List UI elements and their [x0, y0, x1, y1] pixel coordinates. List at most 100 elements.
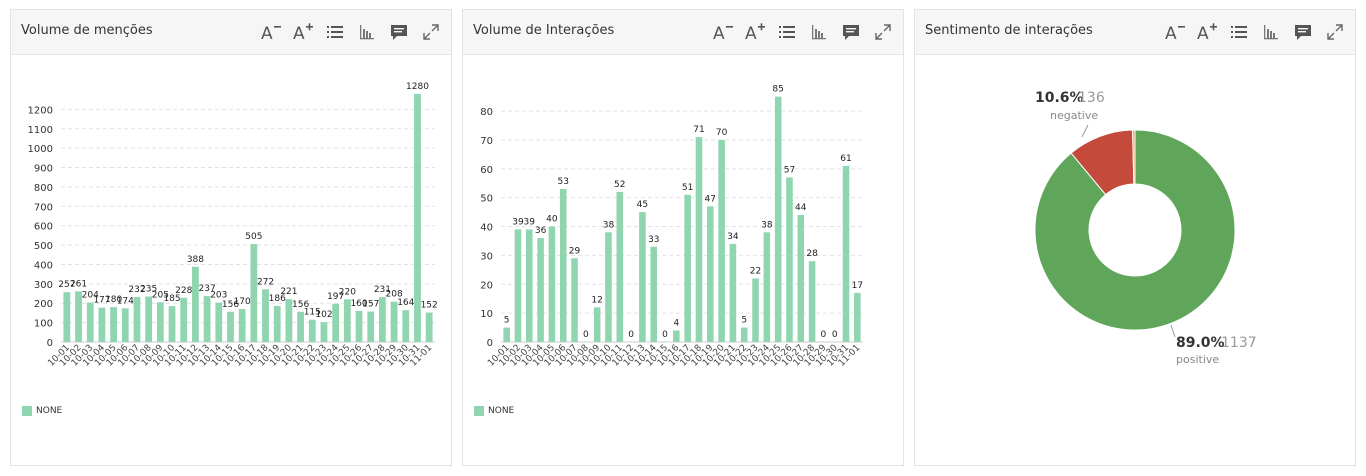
- bar: [110, 307, 117, 342]
- data-label: 221: [280, 287, 297, 297]
- comment-icon: [391, 25, 407, 40]
- bar-chart-icon: [1264, 25, 1278, 40]
- comment-button[interactable]: [387, 20, 411, 44]
- bar-chart-button[interactable]: [1259, 20, 1283, 44]
- bar: [297, 311, 304, 342]
- data-label: 0: [832, 330, 838, 340]
- expand-button[interactable]: [419, 20, 443, 44]
- chart-area: 89.0% 1137 positive 10.6% 136 negative: [915, 55, 1355, 465]
- bar-chart-button[interactable]: [355, 20, 379, 44]
- comment-button[interactable]: [1291, 20, 1315, 44]
- font-increase-button[interactable]: A: [291, 20, 315, 44]
- data-label: 0: [662, 330, 668, 340]
- y-tick-label: 1000: [28, 144, 53, 155]
- bar: [514, 229, 522, 342]
- bar: [320, 322, 328, 342]
- bar: [425, 312, 433, 342]
- bar: [763, 232, 771, 342]
- chart-area: 0 10 20 30 40 50 60 70 80 5 39 39 36 40 53 29 0 12 38 52 0 45…: [463, 55, 903, 465]
- bar: [227, 311, 234, 342]
- data-label: 388: [187, 255, 204, 265]
- data-label: 204: [82, 290, 99, 300]
- chart-legend[interactable]: NONE: [22, 406, 62, 416]
- y-tick-label: 200: [34, 299, 53, 310]
- data-labels: 2572612041771801742322352051852283882372…: [58, 82, 438, 320]
- y-tick-label: 30: [480, 251, 493, 262]
- y-tick-label: 700: [34, 202, 53, 213]
- svg-text:A: A: [261, 24, 273, 44]
- bar: [650, 246, 657, 342]
- bar: [639, 212, 646, 342]
- bar: [133, 297, 141, 342]
- data-label: 52: [614, 180, 625, 190]
- mentions-bar-chart: 0 100 200 300 400 500 600 700 800 900 1000 1100 1200…: [28, 82, 438, 369]
- data-labels: 539 3936405329012385204533045171477034522…: [504, 85, 863, 340]
- bar-chart-icon: [812, 25, 826, 40]
- bar: [503, 327, 510, 342]
- slice-label-positive-percent: 89.0%: [1176, 335, 1225, 351]
- chart-legend[interactable]: NONE: [474, 406, 514, 416]
- panel-title: Volume de menções: [21, 23, 153, 38]
- bar: [168, 306, 176, 342]
- list-button[interactable]: [1227, 20, 1251, 44]
- expand-button[interactable]: [871, 20, 895, 44]
- slice-label-negative-count: 136: [1078, 90, 1105, 106]
- data-label: 40: [546, 215, 558, 225]
- data-label: 1280: [406, 82, 429, 92]
- bar: [616, 191, 624, 342]
- font-increase-button[interactable]: A: [743, 20, 767, 44]
- data-label: 47: [705, 194, 716, 204]
- font-increase-icon: A: [745, 23, 765, 44]
- slice-label-positive-count: 1137: [1221, 335, 1257, 351]
- y-tick-label: 10: [480, 309, 493, 320]
- data-label: 197: [327, 292, 344, 302]
- svg-text:A: A: [745, 24, 757, 44]
- bar: [684, 194, 691, 342]
- slice-positive: [1034, 129, 1236, 331]
- data-label: 29: [569, 246, 581, 256]
- bar: [605, 232, 612, 342]
- data-label: 22: [750, 267, 761, 277]
- comment-icon: [843, 25, 859, 40]
- data-label: 4: [673, 318, 679, 328]
- font-increase-icon: A: [293, 23, 313, 44]
- comment-icon: [1295, 25, 1311, 40]
- bar: [752, 278, 759, 342]
- slices: [1034, 129, 1236, 331]
- font-decrease-button[interactable]: A: [259, 20, 283, 44]
- data-label: 203: [210, 291, 227, 301]
- chart-area: 0 100 200 300 400 500 600 700 800 900 1000 1100 1200…: [11, 55, 451, 465]
- data-label: 85: [772, 85, 783, 95]
- bar-chart-button[interactable]: [807, 20, 831, 44]
- data-label: 0: [583, 330, 589, 340]
- list-button[interactable]: [323, 20, 347, 44]
- comment-button[interactable]: [839, 20, 863, 44]
- bars: [63, 93, 433, 342]
- font-decrease-button[interactable]: A: [1163, 20, 1187, 44]
- bar: [808, 261, 816, 342]
- bar: [718, 139, 725, 342]
- data-label: 0: [821, 330, 827, 340]
- bar: [262, 289, 269, 342]
- bar: [740, 327, 748, 342]
- data-label: 205: [152, 290, 169, 300]
- data-label: 17: [852, 281, 863, 291]
- data-label: 156: [292, 300, 309, 310]
- bar: [145, 296, 153, 342]
- bar: [343, 299, 351, 342]
- list-icon: [1231, 26, 1247, 38]
- font-decrease-button[interactable]: A: [711, 20, 735, 44]
- bar: [285, 299, 293, 342]
- font-increase-button[interactable]: A: [1195, 20, 1219, 44]
- data-label: 261: [70, 279, 87, 289]
- data-label: 12: [591, 295, 602, 305]
- data-label: 505: [245, 232, 262, 242]
- list-button[interactable]: [775, 20, 799, 44]
- y-tick-label: 500: [34, 241, 53, 252]
- expand-button[interactable]: [1323, 20, 1347, 44]
